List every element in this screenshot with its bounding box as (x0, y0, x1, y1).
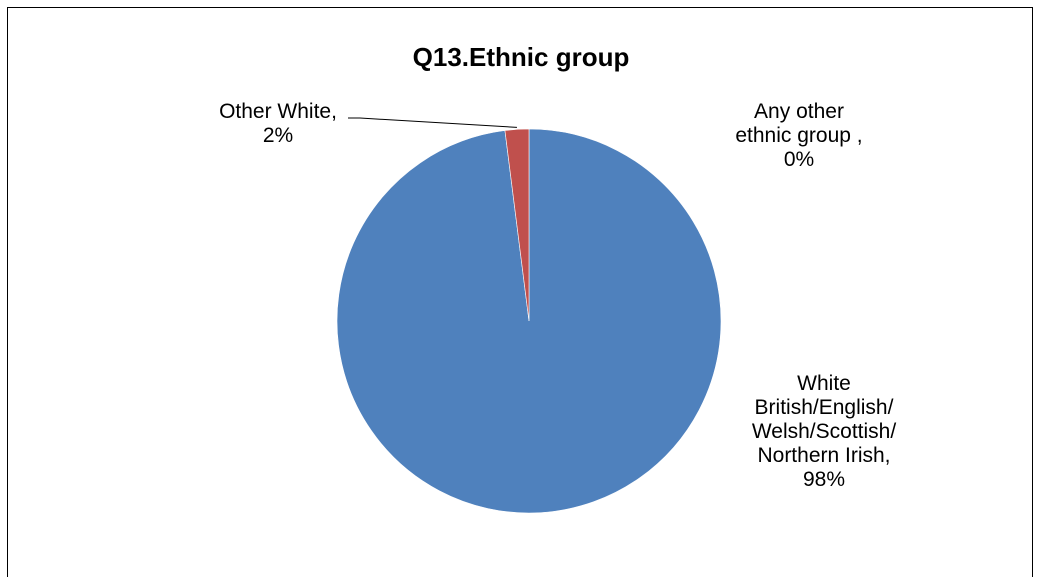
pie-chart: Q13.Ethnic group White British/English/We… (219, 42, 896, 514)
chart-title: Q13.Ethnic group (413, 42, 630, 72)
slice-label: White British/English/Welsh/Scottish/Nort… (752, 372, 896, 491)
slice-label-line: Welsh/Scottish/ (752, 420, 896, 443)
slice-label-line: 0% (784, 148, 814, 171)
slice-label-line: Any other (754, 100, 844, 123)
leader-line (348, 117, 517, 128)
slice-label-line: Other White, (219, 100, 337, 123)
slice-label-line: 2% (263, 124, 293, 147)
slice-label-line: 98% (803, 468, 845, 491)
slice-label-line: ethnic group , (735, 124, 862, 147)
pie-slices (336, 128, 722, 514)
slice-labels: White British/English/Welsh/Scottish/Nort… (219, 100, 896, 491)
leader-lines (348, 117, 517, 128)
slice-label-line: Northern Irish, (757, 444, 890, 467)
pie-slice (504, 128, 530, 322)
slice-label-line: British/English/ (755, 396, 894, 419)
slice-label: Any other ethnic group , 0% (735, 100, 862, 171)
slice-label: Other White, 2% (219, 100, 337, 147)
chart-area: Q13.Ethnic group White British/English/We… (7, 7, 1033, 577)
slice-label-line: White (797, 372, 851, 395)
